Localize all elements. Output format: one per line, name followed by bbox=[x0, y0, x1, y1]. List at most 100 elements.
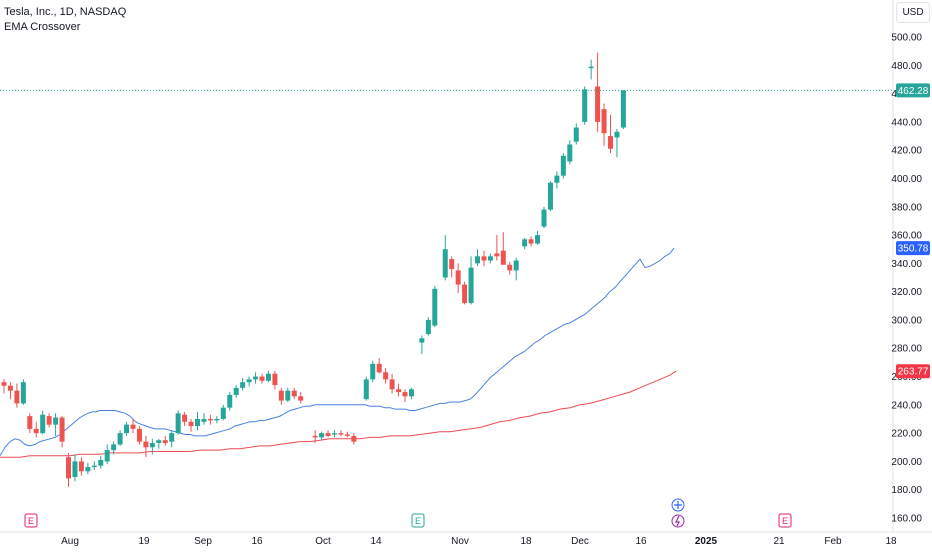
candle[interactable] bbox=[27, 413, 33, 434]
candle[interactable] bbox=[402, 389, 408, 402]
candle[interactable] bbox=[207, 414, 213, 425]
candle[interactable] bbox=[535, 230, 541, 245]
candle[interactable] bbox=[462, 281, 468, 305]
candle[interactable] bbox=[396, 383, 402, 397]
candle[interactable] bbox=[53, 413, 59, 436]
candle[interactable] bbox=[325, 430, 331, 438]
candle[interactable] bbox=[522, 237, 528, 250]
candle[interactable] bbox=[253, 372, 259, 384]
candle[interactable] bbox=[567, 140, 573, 165]
candle[interactable] bbox=[14, 383, 20, 408]
candle[interactable] bbox=[507, 261, 513, 275]
candle[interactable] bbox=[78, 457, 84, 476]
candle[interactable] bbox=[169, 430, 175, 448]
earnings-marker[interactable]: E bbox=[778, 513, 792, 528]
candle[interactable] bbox=[91, 461, 97, 470]
candle[interactable] bbox=[449, 256, 455, 278]
candle[interactable] bbox=[312, 430, 318, 444]
candle[interactable] bbox=[389, 373, 395, 394]
candle[interactable] bbox=[272, 370, 278, 390]
candle[interactable] bbox=[72, 454, 78, 482]
candle[interactable] bbox=[620, 90, 626, 129]
candle[interactable] bbox=[319, 431, 325, 441]
candle[interactable] bbox=[588, 59, 594, 80]
candle[interactable] bbox=[601, 103, 607, 146]
candle[interactable] bbox=[332, 430, 337, 438]
symbol-title[interactable]: Tesla, Inc., 1D, NASDAQ bbox=[4, 6, 127, 18]
candle[interactable] bbox=[40, 410, 46, 435]
candle[interactable] bbox=[298, 392, 304, 404]
candle[interactable] bbox=[614, 128, 620, 158]
candle[interactable] bbox=[233, 385, 239, 398]
candle[interactable] bbox=[582, 86, 588, 125]
candle[interactable] bbox=[608, 114, 613, 154]
candle[interactable] bbox=[259, 373, 265, 384]
candle[interactable] bbox=[20, 379, 26, 405]
candle[interactable] bbox=[143, 435, 149, 458]
candle[interactable] bbox=[376, 358, 382, 374]
candle[interactable] bbox=[560, 153, 566, 179]
candle[interactable] bbox=[494, 235, 500, 261]
candle[interactable] bbox=[487, 253, 493, 264]
candle[interactable] bbox=[33, 421, 39, 438]
candle[interactable] bbox=[468, 256, 474, 305]
candle[interactable] bbox=[162, 435, 168, 446]
candle[interactable] bbox=[214, 416, 220, 424]
candle[interactable] bbox=[124, 421, 130, 436]
indicator-label[interactable]: EMA Crossover bbox=[4, 21, 81, 33]
candle[interactable] bbox=[66, 452, 71, 487]
candle[interactable] bbox=[291, 387, 297, 400]
candle[interactable] bbox=[265, 370, 271, 383]
candle[interactable] bbox=[432, 285, 438, 328]
candle[interactable] bbox=[156, 438, 162, 449]
candle[interactable] bbox=[136, 426, 142, 445]
candle[interactable] bbox=[547, 181, 553, 212]
candle[interactable] bbox=[513, 257, 519, 281]
earnings-marker[interactable]: E bbox=[411, 513, 425, 528]
candle[interactable] bbox=[370, 360, 376, 383]
candle[interactable] bbox=[227, 392, 233, 411]
earnings-marker[interactable]: E bbox=[24, 513, 38, 528]
dividend-event-icon[interactable] bbox=[671, 498, 685, 512]
candle[interactable] bbox=[46, 413, 52, 428]
candle[interactable] bbox=[188, 418, 194, 432]
candle[interactable] bbox=[85, 462, 91, 475]
candle[interactable] bbox=[541, 206, 547, 228]
candle[interactable] bbox=[130, 418, 136, 434]
candle[interactable] bbox=[475, 249, 480, 267]
candle[interactable] bbox=[442, 235, 448, 281]
candle[interactable] bbox=[111, 441, 117, 455]
candle[interactable] bbox=[195, 411, 200, 431]
candle[interactable] bbox=[104, 444, 110, 465]
candle[interactable] bbox=[344, 431, 350, 438]
candle[interactable] bbox=[149, 438, 155, 455]
candle[interactable] bbox=[408, 387, 414, 400]
candle[interactable] bbox=[363, 376, 369, 401]
candle[interactable] bbox=[500, 232, 506, 265]
candle[interactable] bbox=[554, 171, 560, 189]
candle[interactable] bbox=[220, 404, 226, 421]
candle[interactable] bbox=[1, 379, 7, 394]
candle[interactable] bbox=[246, 376, 252, 387]
candle[interactable] bbox=[455, 263, 461, 294]
candle[interactable] bbox=[59, 416, 65, 448]
candle[interactable] bbox=[98, 455, 104, 469]
candle[interactable] bbox=[528, 236, 534, 247]
candle[interactable] bbox=[425, 317, 431, 336]
candle[interactable] bbox=[383, 368, 389, 384]
split-event-icon[interactable] bbox=[671, 514, 685, 528]
candle[interactable] bbox=[338, 430, 344, 436]
candle[interactable] bbox=[117, 430, 123, 446]
candle[interactable] bbox=[595, 52, 601, 132]
candle[interactable] bbox=[351, 433, 357, 445]
candle[interactable] bbox=[278, 387, 284, 405]
candle[interactable] bbox=[240, 377, 246, 391]
candle[interactable] bbox=[285, 387, 291, 402]
candle[interactable] bbox=[573, 123, 579, 145]
candle[interactable] bbox=[419, 335, 425, 354]
candle[interactable] bbox=[201, 413, 207, 425]
candle[interactable] bbox=[175, 410, 181, 435]
currency-button[interactable]: USD bbox=[896, 2, 930, 23]
